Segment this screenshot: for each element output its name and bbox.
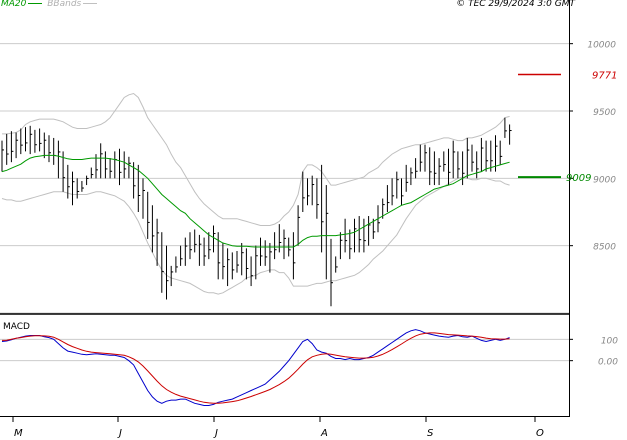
x-tick-label: J bbox=[213, 428, 218, 439]
copyright-text: © TEC 29/9/2024 3:0 GMT bbox=[456, 0, 575, 9]
macd-gridlines bbox=[0, 338, 569, 362]
price-ytick-label: 10000 bbox=[587, 41, 616, 51]
x-tick-label: S bbox=[427, 428, 434, 439]
price-ytick-label: 9500 bbox=[593, 108, 616, 118]
x-tick-label: O bbox=[536, 428, 544, 439]
bb-upper-line bbox=[2, 92, 510, 226]
support-level-label: 9009 bbox=[566, 173, 591, 184]
resistance-level-label: 9771 bbox=[592, 71, 617, 82]
x-tick-label: A bbox=[320, 428, 328, 439]
legend-ma20: MA20 bbox=[1, 0, 27, 9]
macd-ytick-label: 100 bbox=[601, 336, 618, 346]
legend-ma20-swatch bbox=[28, 3, 43, 4]
macd-line bbox=[1, 329, 510, 406]
signal-line bbox=[1, 332, 510, 404]
price-ytick-label: 8500 bbox=[593, 243, 616, 253]
x-tick-label: M bbox=[14, 428, 23, 439]
price-ytick-label: 9000 bbox=[593, 175, 616, 185]
macd-plot bbox=[1, 329, 510, 406]
ma20-line bbox=[1, 154, 510, 248]
legend: MA20 BBands bbox=[1, 0, 99, 9]
legend-bbands: BBands bbox=[47, 0, 82, 9]
price-gridlines bbox=[0, 43, 569, 314]
macd-panel-title: MACD bbox=[3, 322, 30, 332]
x-tick-label: J bbox=[117, 428, 122, 439]
axis-labels: 10000 9500 9000 8500 9771 9009 M J J A S O 100 0.00 bbox=[12, 41, 618, 439]
price-plot bbox=[1, 73, 561, 307]
macd-ytick-label: 0.00 bbox=[598, 358, 618, 368]
legend-bbands-swatch bbox=[83, 3, 98, 4]
